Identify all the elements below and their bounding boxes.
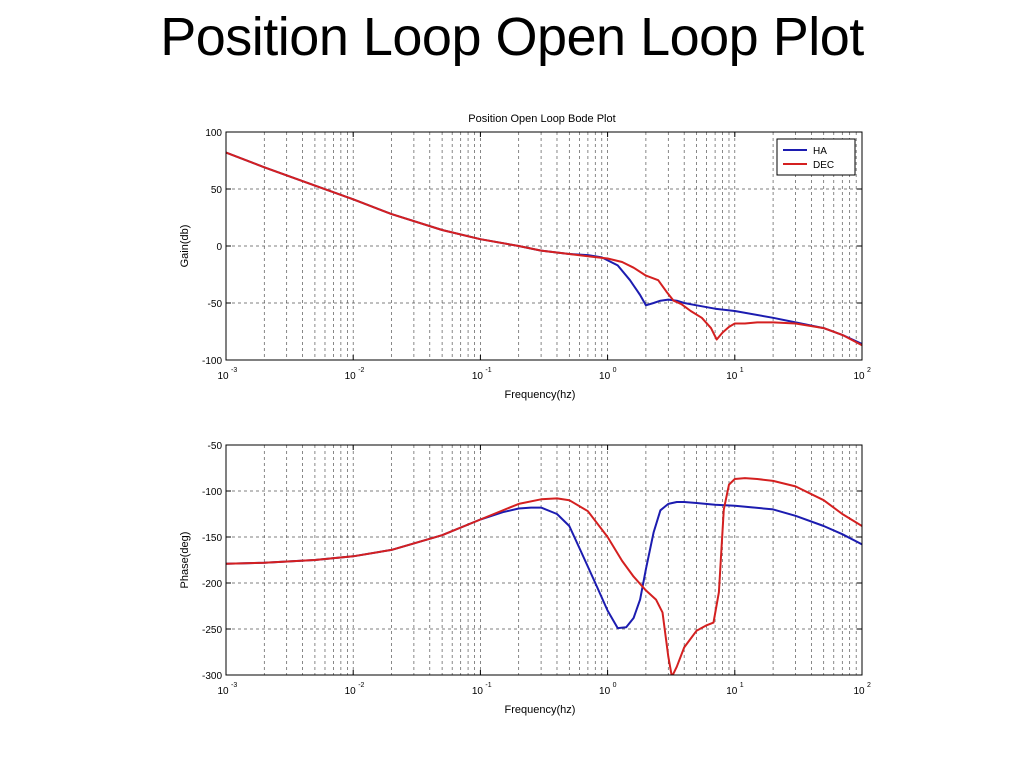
y-tick-label: -150 <box>202 533 222 544</box>
x-tick-exponent: -3 <box>231 682 237 689</box>
y-axis-label: Gain(db) <box>179 225 191 268</box>
y-tick-label: 0 <box>216 242 222 253</box>
x-tick-label: 10 <box>217 371 229 382</box>
x-tick-label: 10 <box>472 371 484 382</box>
x-tick-exponent: 0 <box>613 367 617 374</box>
plot-frame <box>225 444 863 676</box>
plot-frame <box>225 131 863 361</box>
legend: HA DEC <box>776 138 856 176</box>
y-tick-label: -300 <box>202 671 222 682</box>
x-tick-exponent: 2 <box>867 367 871 374</box>
x-tick-exponent: 2 <box>867 682 871 689</box>
x-axis-label: Frequency(hz) <box>505 704 576 716</box>
y-tick-label: 100 <box>205 128 222 139</box>
x-tick-label: 10 <box>726 686 738 697</box>
x-tick-label: 10 <box>853 686 865 697</box>
gain-chart: 100500-50-10010-310-210-1100101102Freque… <box>179 113 871 401</box>
y-tick-label: -100 <box>202 356 222 367</box>
x-tick-label: 10 <box>599 371 611 382</box>
legend-label-dec: DEC <box>813 160 834 171</box>
x-tick-exponent: -3 <box>231 367 237 374</box>
x-tick-exponent: -2 <box>358 367 364 374</box>
series-line-dec <box>226 477 862 675</box>
x-tick-exponent: -1 <box>485 682 491 689</box>
x-tick-exponent: -1 <box>485 367 491 374</box>
y-tick-label: 50 <box>211 185 223 196</box>
y-tick-label: -50 <box>208 299 223 310</box>
slide-title: Position Loop Open Loop Plot <box>160 7 864 67</box>
x-tick-label: 10 <box>345 686 357 697</box>
x-tick-label: 10 <box>472 686 484 697</box>
legend-box <box>776 138 856 176</box>
x-tick-label: 10 <box>345 371 357 382</box>
plot-area <box>226 445 862 675</box>
y-tick-label: -200 <box>202 579 222 590</box>
plot-title: Position Open Loop Bode Plot <box>468 113 615 125</box>
y-axis-label: Phase(deg) <box>179 532 191 589</box>
phase-chart: -50-100-150-200-250-30010-310-210-110010… <box>179 441 871 716</box>
x-tick-exponent: -2 <box>358 682 364 689</box>
x-tick-label: 10 <box>726 371 738 382</box>
x-tick-exponent: 1 <box>740 682 744 689</box>
x-tick-exponent: 1 <box>740 367 744 374</box>
x-tick-label: 10 <box>217 686 229 697</box>
y-tick-label: -100 <box>202 487 222 498</box>
x-tick-exponent: 0 <box>613 682 617 689</box>
x-axis-label: Frequency(hz) <box>505 389 576 401</box>
series-line-dec <box>226 151 862 347</box>
y-tick-label: -250 <box>202 625 222 636</box>
legend-label-ha: HA <box>813 146 827 157</box>
x-tick-label: 10 <box>853 371 865 382</box>
y-tick-label: -50 <box>208 441 223 452</box>
x-tick-label: 10 <box>599 686 611 697</box>
